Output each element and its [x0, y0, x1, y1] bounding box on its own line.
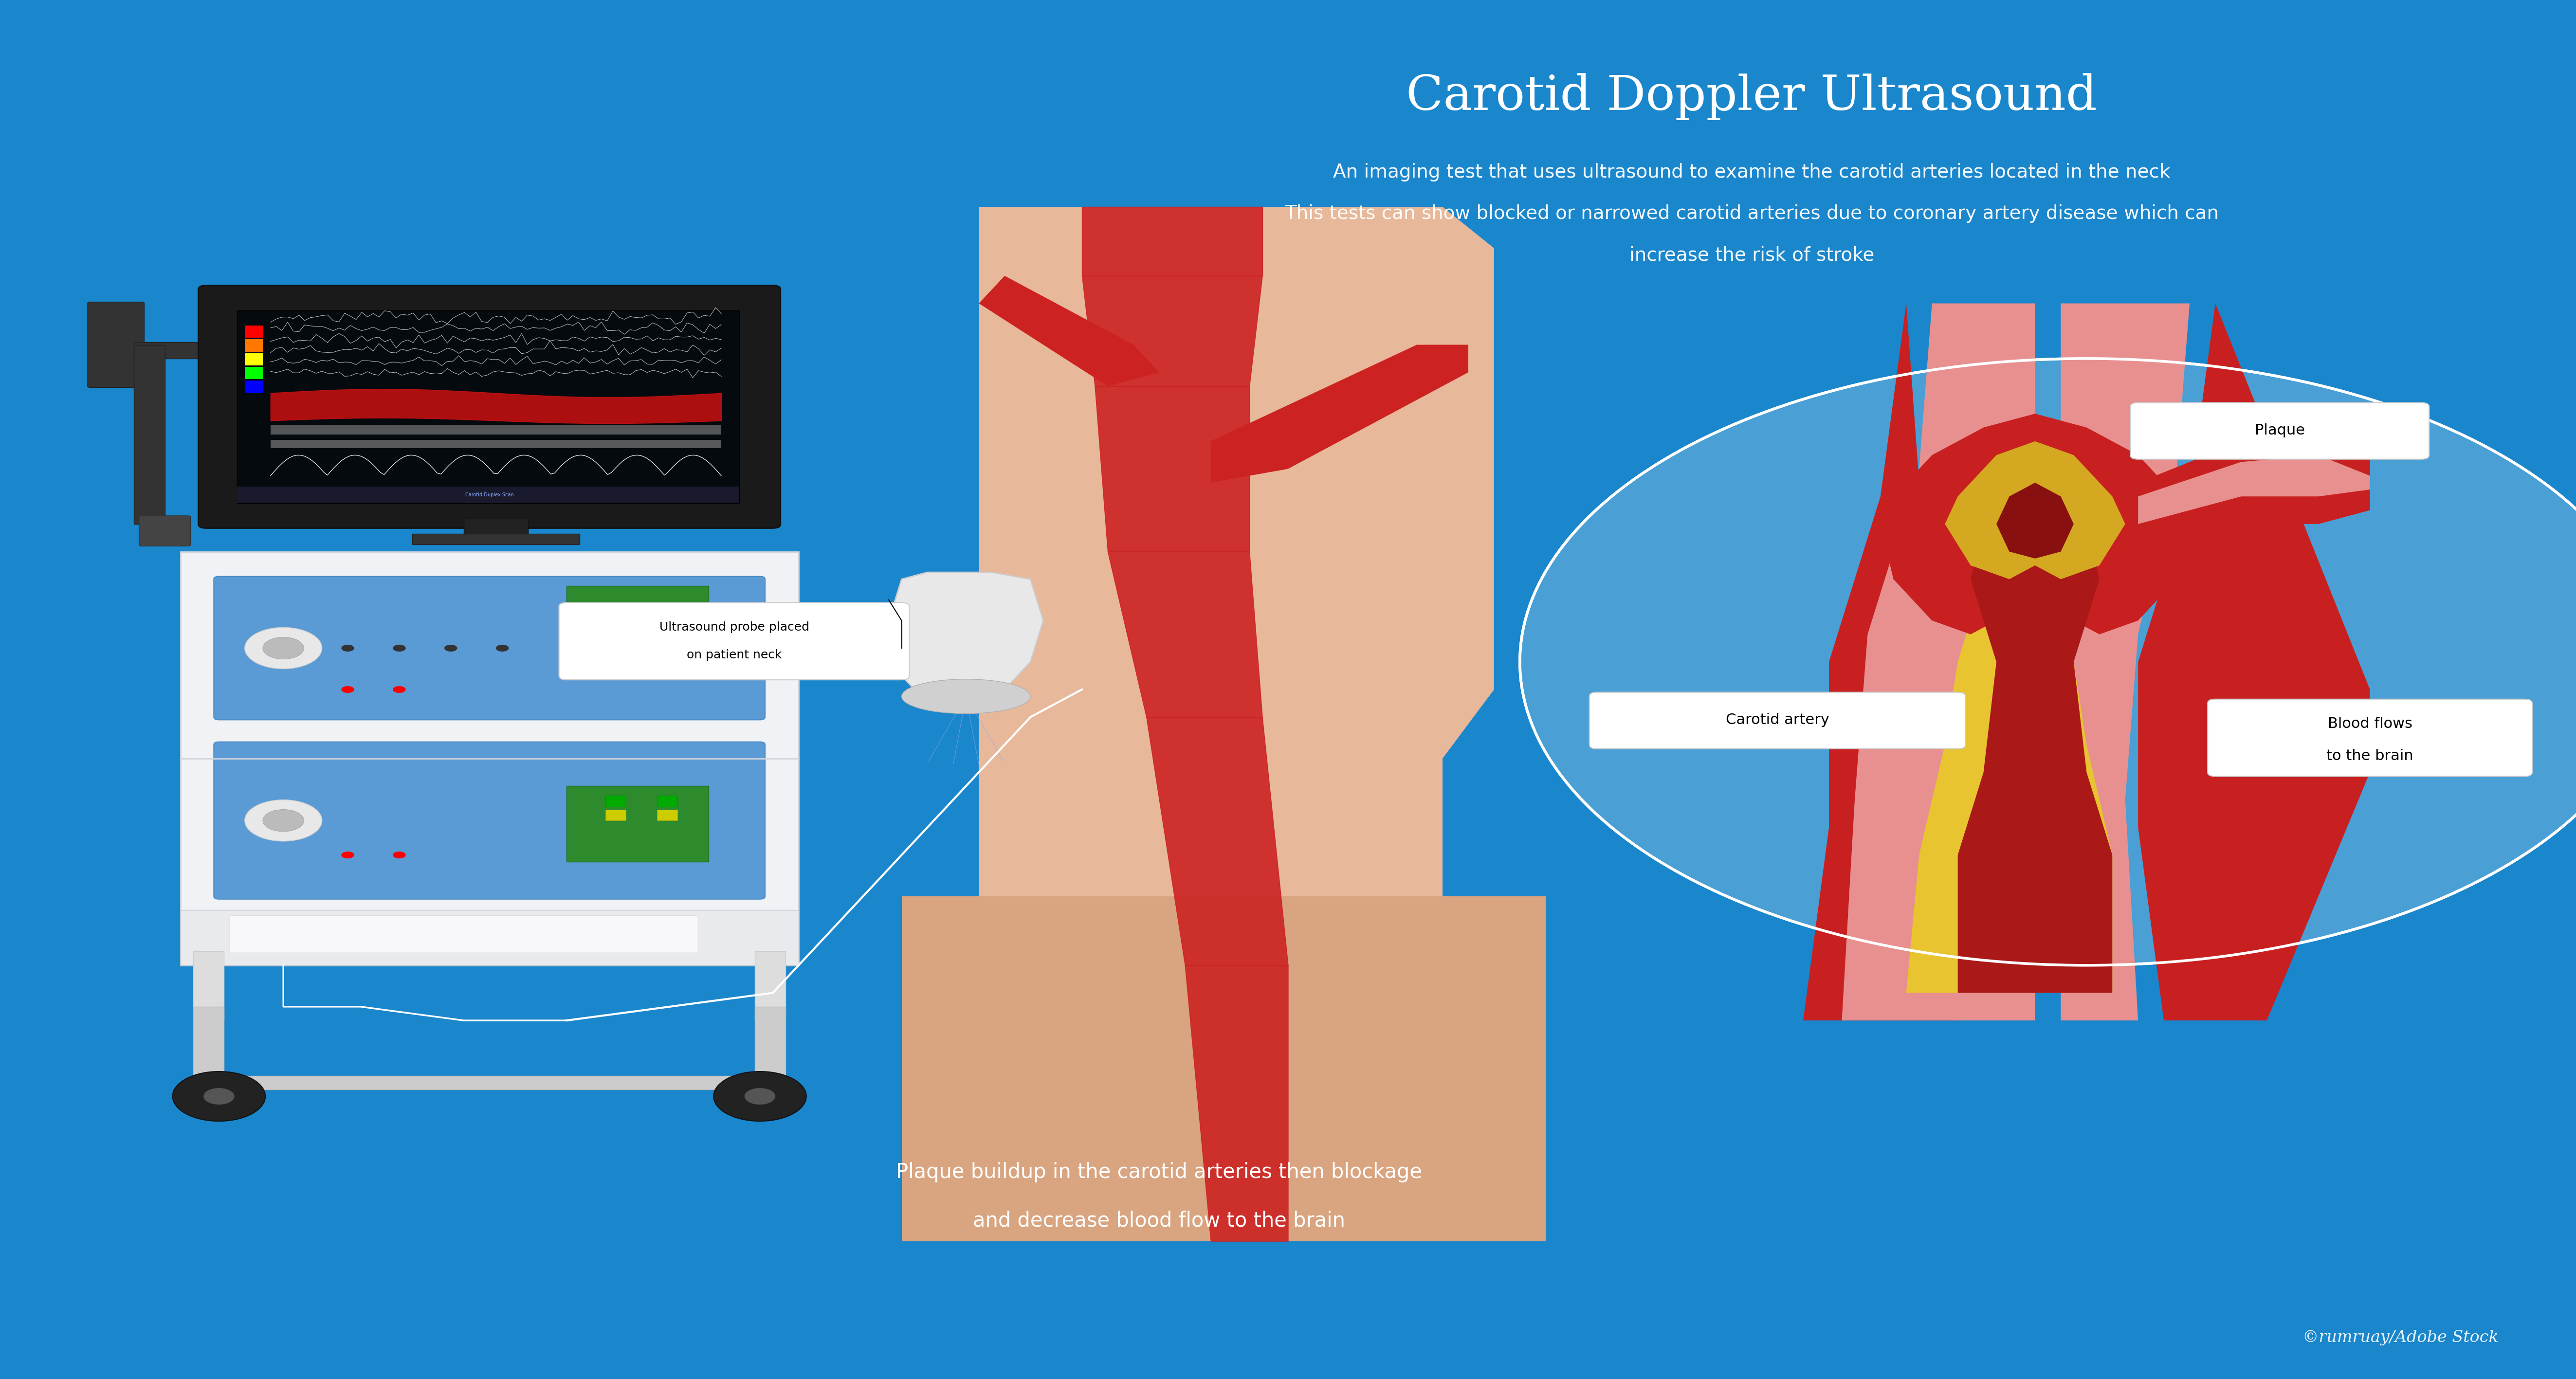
- Polygon shape: [979, 207, 1494, 1241]
- FancyBboxPatch shape: [214, 576, 765, 720]
- Circle shape: [340, 645, 353, 652]
- Bar: [134, 342, 237, 359]
- Bar: [237, 310, 739, 503]
- Text: to the brain: to the brain: [2326, 749, 2414, 763]
- Polygon shape: [2061, 303, 2190, 1020]
- Polygon shape: [2138, 455, 2370, 524]
- Polygon shape: [2138, 303, 2370, 1020]
- Circle shape: [204, 1088, 234, 1105]
- FancyBboxPatch shape: [229, 916, 698, 953]
- Polygon shape: [1880, 414, 2190, 634]
- Bar: [567, 621, 708, 669]
- Circle shape: [263, 637, 304, 659]
- Circle shape: [245, 800, 322, 841]
- Polygon shape: [1803, 303, 1958, 1020]
- Bar: [567, 586, 708, 614]
- Text: and decrease blood flow to the brain: and decrease blood flow to the brain: [974, 1211, 1345, 1230]
- FancyBboxPatch shape: [88, 302, 144, 387]
- Text: Plaque buildup in the carotid arteries then blockage: Plaque buildup in the carotid arteries t…: [896, 1162, 1422, 1182]
- FancyBboxPatch shape: [139, 516, 191, 546]
- Polygon shape: [902, 896, 1546, 1241]
- Text: ©rumruay/Adobe Stock: ©rumruay/Adobe Stock: [2303, 1329, 2499, 1346]
- Bar: [193, 1007, 224, 1089]
- Polygon shape: [2138, 434, 2370, 552]
- Bar: [657, 809, 677, 821]
- Ellipse shape: [902, 678, 1030, 714]
- Bar: [657, 796, 677, 807]
- Bar: [605, 809, 626, 821]
- Circle shape: [495, 645, 510, 652]
- Polygon shape: [1906, 510, 2035, 993]
- Polygon shape: [889, 572, 1043, 696]
- FancyBboxPatch shape: [2130, 403, 2429, 459]
- Bar: [270, 425, 721, 434]
- FancyBboxPatch shape: [559, 603, 909, 680]
- Text: This tests can show blocked or narrowed carotid arteries due to coronary artery : This tests can show blocked or narrowed …: [1285, 204, 2218, 223]
- FancyBboxPatch shape: [198, 285, 781, 528]
- Polygon shape: [1211, 345, 1468, 483]
- FancyBboxPatch shape: [1589, 692, 1965, 749]
- Text: Ultrasound probe placed: Ultrasound probe placed: [659, 622, 809, 633]
- Circle shape: [1520, 359, 2576, 965]
- Bar: [245, 353, 263, 365]
- Bar: [245, 367, 263, 379]
- Bar: [245, 325, 263, 338]
- Text: Plaque: Plaque: [2254, 423, 2306, 437]
- Text: on patient neck: on patient neck: [688, 650, 781, 661]
- Bar: [245, 339, 263, 352]
- Bar: [657, 637, 677, 648]
- Circle shape: [446, 645, 459, 652]
- Bar: [206, 1076, 786, 1089]
- Text: increase the risk of stroke: increase the risk of stroke: [1628, 245, 1875, 265]
- Bar: [755, 1007, 786, 1089]
- Text: Carotid Duplex Scan: Carotid Duplex Scan: [466, 492, 513, 498]
- Circle shape: [714, 1071, 806, 1121]
- Bar: [605, 796, 626, 807]
- Circle shape: [173, 1071, 265, 1121]
- Bar: [605, 651, 626, 662]
- Polygon shape: [1958, 503, 2112, 993]
- Text: An imaging test that uses ultrasound to examine the carotid arteries located in : An imaging test that uses ultrasound to …: [1332, 163, 2172, 182]
- Bar: [605, 637, 626, 648]
- Circle shape: [744, 1088, 775, 1105]
- Circle shape: [263, 809, 304, 832]
- Circle shape: [340, 851, 353, 858]
- Bar: [567, 786, 708, 862]
- Bar: [180, 910, 799, 965]
- Polygon shape: [1842, 303, 2035, 1020]
- Circle shape: [392, 851, 407, 858]
- Circle shape: [245, 627, 322, 669]
- Circle shape: [392, 685, 407, 694]
- Bar: [755, 952, 786, 1020]
- Bar: [412, 534, 580, 545]
- Bar: [180, 552, 799, 965]
- Bar: [464, 519, 528, 535]
- Bar: [193, 952, 224, 1020]
- FancyBboxPatch shape: [2208, 699, 2532, 776]
- Bar: [134, 345, 165, 524]
- Polygon shape: [1945, 441, 2125, 579]
- Polygon shape: [979, 276, 1159, 386]
- FancyBboxPatch shape: [214, 742, 765, 899]
- Bar: [657, 651, 677, 662]
- Text: Carotid Doppler Ultrasound: Carotid Doppler Ultrasound: [1406, 73, 2097, 120]
- Bar: [270, 440, 721, 448]
- Polygon shape: [1996, 483, 2074, 558]
- Bar: [237, 487, 739, 503]
- Circle shape: [340, 685, 353, 694]
- Bar: [245, 381, 263, 393]
- Polygon shape: [2035, 510, 2112, 993]
- Text: Blood flows: Blood flows: [2329, 717, 2411, 731]
- Circle shape: [392, 645, 407, 652]
- Text: Carotid artery: Carotid artery: [1726, 713, 1829, 727]
